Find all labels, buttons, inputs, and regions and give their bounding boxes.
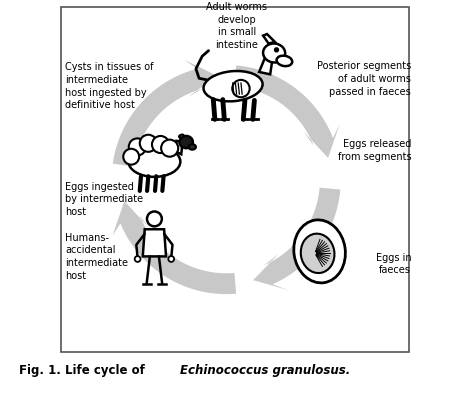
Ellipse shape	[294, 220, 346, 283]
Polygon shape	[112, 201, 236, 294]
Text: Echinococcus granulosus.: Echinococcus granulosus.	[180, 364, 350, 377]
Text: Fig. 1. Life cycle of: Fig. 1. Life cycle of	[19, 364, 149, 377]
Text: Eggs ingested
by intermediate
host: Eggs ingested by intermediate host	[65, 182, 144, 217]
Ellipse shape	[203, 71, 263, 101]
Ellipse shape	[179, 134, 184, 138]
Polygon shape	[174, 141, 182, 154]
Ellipse shape	[180, 136, 193, 148]
Circle shape	[161, 140, 178, 157]
Circle shape	[129, 138, 146, 156]
Ellipse shape	[128, 146, 180, 177]
Text: Humans-
accidental
intermediate
host: Humans- accidental intermediate host	[65, 233, 128, 281]
Ellipse shape	[276, 56, 292, 66]
Circle shape	[168, 256, 174, 262]
Polygon shape	[235, 65, 340, 158]
Polygon shape	[253, 188, 340, 290]
Ellipse shape	[263, 43, 285, 63]
Circle shape	[232, 80, 250, 97]
Polygon shape	[263, 34, 275, 43]
Circle shape	[140, 135, 157, 152]
Circle shape	[274, 48, 279, 52]
Text: Adult worms
develop
in small
intestine: Adult worms develop in small intestine	[207, 2, 267, 50]
Circle shape	[123, 149, 139, 165]
Ellipse shape	[189, 144, 196, 150]
Ellipse shape	[301, 234, 335, 273]
Polygon shape	[113, 60, 217, 166]
Text: Posterior segments
of adult worms
passed in faeces: Posterior segments of adult worms passed…	[317, 61, 411, 97]
Polygon shape	[259, 59, 273, 74]
FancyBboxPatch shape	[61, 7, 410, 352]
Circle shape	[152, 136, 169, 153]
Circle shape	[135, 256, 140, 262]
Circle shape	[147, 211, 162, 226]
Polygon shape	[143, 229, 166, 257]
Text: Eggs released
from segments: Eggs released from segments	[337, 139, 411, 162]
Text: Eggs in
faeces: Eggs in faeces	[375, 253, 411, 275]
Text: Cysts in tissues of
intermediate
host ingested by
definitive host: Cysts in tissues of intermediate host in…	[65, 62, 154, 111]
